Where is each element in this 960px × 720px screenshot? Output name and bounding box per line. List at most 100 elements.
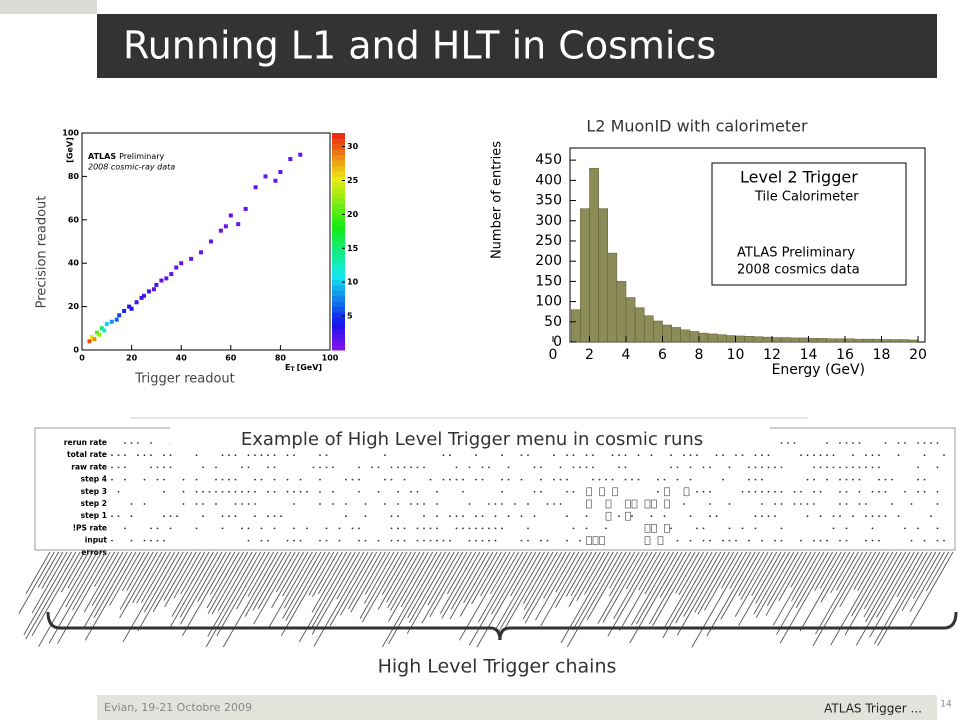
menu-dot [143, 478, 146, 481]
menu-dot [917, 490, 919, 493]
menu-dot [455, 466, 458, 469]
menu-dot [917, 442, 919, 444]
colorbar-cell [332, 219, 345, 226]
chain-name [476, 551, 532, 648]
scatter-point [164, 276, 169, 281]
colorbar-cell [332, 279, 345, 286]
chain-name [209, 551, 236, 596]
chain-name [136, 551, 167, 604]
chain-name [93, 551, 133, 618]
chain-name [205, 551, 262, 648]
menu-dot [754, 515, 757, 518]
menu-dot [858, 478, 861, 481]
menu-dot [878, 490, 880, 493]
menu-dot [150, 454, 152, 457]
menu-dot [579, 539, 581, 542]
menu-dot [553, 478, 555, 481]
menu-dot [462, 515, 464, 518]
chain-name [497, 551, 550, 641]
menu-cell [599, 487, 605, 497]
menu-dot [455, 515, 458, 518]
menu-dot [130, 539, 133, 542]
menu-dot [273, 527, 276, 530]
y-tick-label: 300 [535, 213, 562, 229]
chain-name [313, 551, 369, 647]
chain-name [282, 551, 309, 597]
menu-cell [586, 499, 592, 509]
menu-dot [488, 527, 490, 530]
menu-cell [664, 499, 670, 509]
menu-dot [826, 466, 828, 469]
menu-dot [397, 503, 399, 505]
legend-text: Tile Calorimeter [754, 190, 859, 205]
histogram-bar [726, 335, 736, 343]
chain-name [851, 551, 889, 617]
menu-dot [910, 539, 913, 542]
chain-name [734, 551, 773, 617]
menu-dot [852, 466, 854, 469]
chain-name [450, 551, 485, 610]
chain-name [140, 551, 171, 603]
menu-row-label: rerun rate [64, 438, 107, 447]
histogram-bar [863, 338, 873, 343]
menu-dot [416, 503, 419, 505]
menu-dot [423, 539, 425, 542]
menu-dot [371, 466, 373, 469]
menu-dot [748, 478, 750, 481]
colorbar-cell [332, 339, 345, 346]
menu-dot [852, 442, 854, 444]
scatter-point [134, 300, 139, 305]
chain-name [163, 551, 193, 601]
menu-dot [904, 527, 906, 530]
menu-dot [501, 478, 503, 481]
menu-dot [280, 515, 282, 518]
menu-dot [592, 454, 594, 457]
chain-name [751, 551, 778, 596]
colorbar-cell [332, 257, 345, 264]
chain-name [283, 551, 317, 609]
chain-name [386, 551, 416, 603]
menu-dot [163, 539, 165, 542]
colorbar-label: 5 [347, 312, 353, 321]
menu-dot [403, 539, 406, 542]
menu-dot [832, 454, 835, 457]
menu-dot [377, 466, 380, 469]
colorbar-cell [332, 241, 345, 248]
menu-dot [247, 503, 250, 505]
chain-name [586, 551, 627, 621]
menu-dot [572, 466, 575, 469]
colorbar-cell [332, 322, 345, 329]
colorbar-cell [332, 176, 345, 183]
menu-cell [612, 487, 618, 497]
chain-name [566, 551, 623, 648]
chain-name [676, 551, 726, 636]
x-tick-label: 12 [763, 347, 781, 363]
menu-dot [618, 515, 620, 518]
menu-dot [572, 454, 575, 457]
menu-dot [234, 515, 237, 518]
menu-dot [358, 490, 360, 493]
menu-dot [566, 515, 568, 518]
menu-dot [904, 490, 906, 493]
scatter-point [87, 339, 92, 344]
menu-dot [176, 515, 178, 518]
chain-name [216, 551, 266, 637]
menu-dot [741, 454, 744, 457]
menu-dot [364, 515, 367, 518]
scatter-point [114, 317, 119, 322]
menu-dot [143, 539, 146, 542]
menu-dot [845, 539, 848, 542]
colorbar-cell [332, 170, 345, 177]
colorbar-cell [332, 328, 345, 335]
colorbar-cell [332, 295, 345, 302]
menu-dot [624, 466, 627, 469]
menu-cell [631, 499, 638, 509]
scatter-point [142, 293, 146, 298]
menu-dot [455, 527, 458, 530]
chain-name [659, 551, 687, 598]
menu-dot [390, 527, 393, 530]
chain-name [164, 551, 197, 608]
colorbar-label: 20 [347, 210, 359, 219]
chain-name [339, 551, 378, 616]
chain-name [311, 551, 348, 613]
